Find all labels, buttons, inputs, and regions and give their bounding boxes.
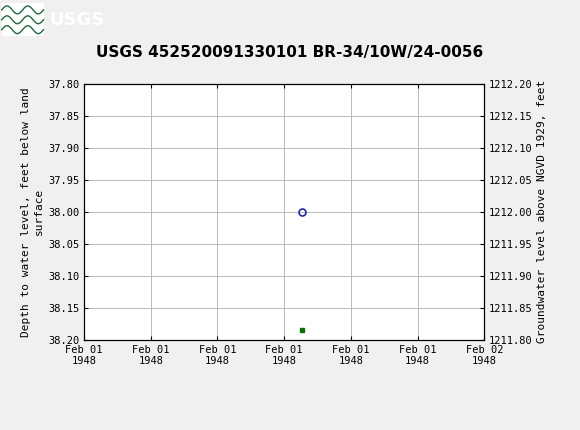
Text: USGS 452520091330101 BR-34/10W/24-0056: USGS 452520091330101 BR-34/10W/24-0056 [96,45,484,60]
Y-axis label: Depth to water level, feet below land
surface: Depth to water level, feet below land su… [21,87,44,337]
Y-axis label: Groundwater level above NGVD 1929, feet: Groundwater level above NGVD 1929, feet [537,80,547,344]
Text: USGS: USGS [49,11,104,29]
Bar [2,3,44,37]
